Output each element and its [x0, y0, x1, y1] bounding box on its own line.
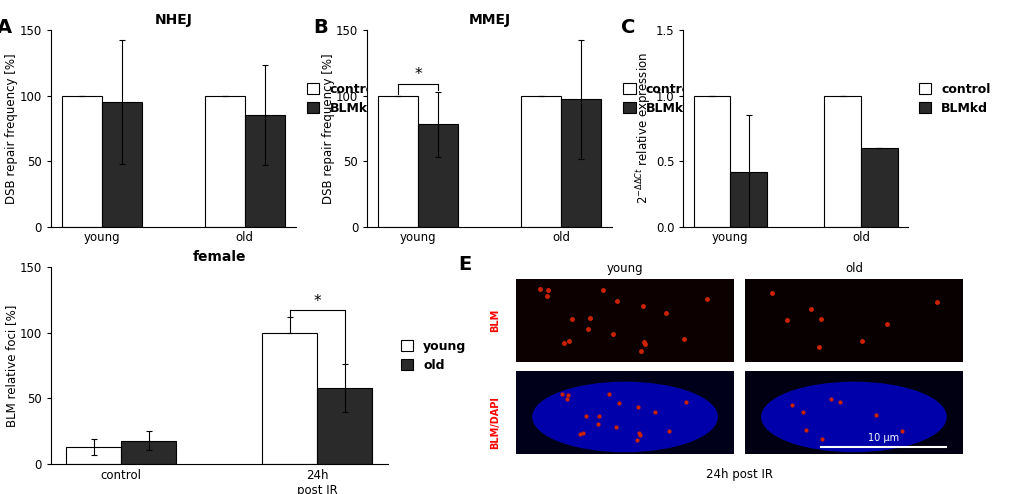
Bar — [245, 115, 284, 227]
Legend: young, old: young, old — [400, 339, 466, 372]
Bar — [560, 99, 600, 227]
Legend: control, BLMkd: control, BLMkd — [623, 82, 694, 115]
Bar — [121, 441, 176, 464]
Text: BLM/DAPI: BLM/DAPI — [490, 396, 499, 450]
Y-axis label: DSB repair frequency [%]: DSB repair frequency [%] — [5, 53, 18, 204]
Bar — [418, 124, 458, 227]
Bar — [102, 102, 142, 227]
Y-axis label: BLM relative foci [%]: BLM relative foci [%] — [5, 304, 18, 427]
Text: young: young — [606, 262, 643, 275]
Bar — [516, 279, 734, 362]
Text: B: B — [313, 18, 328, 37]
Text: *: * — [414, 67, 422, 82]
Bar — [66, 447, 121, 464]
Text: *: * — [313, 294, 321, 309]
Text: A: A — [0, 18, 12, 37]
Bar — [744, 371, 962, 454]
Bar — [205, 95, 245, 227]
Text: 24h post IR: 24h post IR — [705, 468, 772, 481]
Bar — [693, 95, 730, 227]
Title: female: female — [193, 250, 246, 264]
Title: MMEJ: MMEJ — [468, 13, 511, 27]
Text: E: E — [459, 255, 472, 274]
Bar — [378, 95, 418, 227]
Bar — [823, 95, 860, 227]
Bar — [860, 148, 897, 227]
Legend: control, BLMkd: control, BLMkd — [307, 82, 378, 115]
Bar — [521, 95, 560, 227]
Ellipse shape — [532, 382, 717, 452]
Text: old: old — [844, 262, 862, 275]
Bar — [516, 371, 734, 454]
Bar — [262, 332, 317, 464]
Text: 10 μm: 10 μm — [867, 433, 898, 443]
Text: C: C — [620, 18, 634, 37]
Bar — [744, 279, 962, 362]
Title: NHEJ: NHEJ — [154, 13, 193, 27]
Legend: control, BLMkd: control, BLMkd — [918, 82, 989, 115]
Y-axis label: DSB repair frequency [%]: DSB repair frequency [%] — [321, 53, 334, 204]
Text: BLM: BLM — [490, 308, 499, 332]
Bar — [730, 172, 766, 227]
Bar — [62, 95, 102, 227]
Ellipse shape — [760, 382, 946, 452]
Bar — [317, 388, 372, 464]
Y-axis label: $2^{-\Delta\Delta Ct}$ relative expression: $2^{-\Delta\Delta Ct}$ relative expressi… — [634, 52, 654, 205]
